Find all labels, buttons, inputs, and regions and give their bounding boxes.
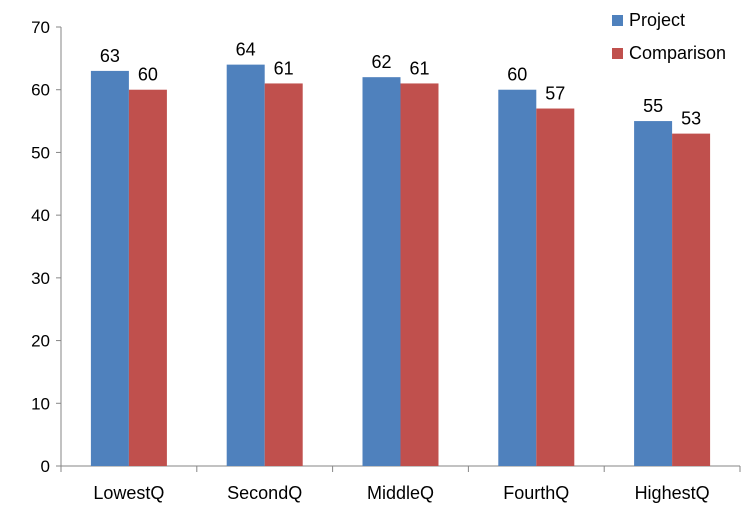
data-label: 61 bbox=[274, 58, 294, 78]
data-label: 64 bbox=[236, 40, 256, 60]
data-label: 60 bbox=[507, 65, 527, 85]
bars bbox=[90, 64, 711, 467]
legend-swatch-project bbox=[612, 15, 623, 26]
data-label: 61 bbox=[409, 58, 429, 78]
data-label: 55 bbox=[643, 96, 663, 116]
y-tick-label: 10 bbox=[31, 394, 50, 413]
bar-project bbox=[90, 70, 129, 467]
bar-comparison bbox=[536, 108, 575, 467]
bar-project bbox=[362, 77, 401, 467]
axes: 0 10 20 30 40 50 60 70 LowestQ SecondQ MiddleQ Four… bbox=[31, 18, 741, 503]
y-tick-label: 30 bbox=[31, 269, 50, 288]
bar-comparison bbox=[264, 83, 303, 466]
x-category-label: SecondQ bbox=[227, 483, 302, 503]
legend-label: Project bbox=[629, 10, 685, 30]
data-labels: 63 60 64 61 62 61 60 57 55 53 bbox=[100, 40, 701, 129]
x-category-label: LowestQ bbox=[93, 483, 164, 503]
bar-project bbox=[226, 64, 265, 466]
bar-project bbox=[498, 89, 537, 466]
legend: Project Comparison bbox=[612, 10, 726, 63]
y-tick-label: 20 bbox=[31, 332, 50, 351]
y-tick-label: 60 bbox=[31, 81, 50, 100]
bar-project bbox=[634, 121, 673, 467]
data-label: 60 bbox=[138, 65, 158, 85]
data-label: 62 bbox=[371, 52, 391, 72]
bar-comparison bbox=[128, 89, 167, 466]
legend-swatch-comparison bbox=[612, 48, 623, 59]
x-category-label: HighestQ bbox=[635, 483, 710, 503]
y-tick-label: 70 bbox=[31, 18, 50, 37]
y-tick-label: 40 bbox=[31, 206, 50, 225]
y-tick-label: 50 bbox=[31, 143, 50, 162]
data-label: 63 bbox=[100, 46, 120, 66]
data-label: 57 bbox=[545, 84, 565, 104]
y-tick-label: 0 bbox=[41, 457, 50, 476]
legend-label: Comparison bbox=[629, 43, 726, 63]
x-category-label: FourthQ bbox=[503, 483, 569, 503]
bar-comparison bbox=[672, 133, 711, 466]
x-category-label: MiddleQ bbox=[367, 483, 434, 503]
data-label: 53 bbox=[681, 109, 701, 129]
bar-comparison bbox=[400, 83, 439, 466]
